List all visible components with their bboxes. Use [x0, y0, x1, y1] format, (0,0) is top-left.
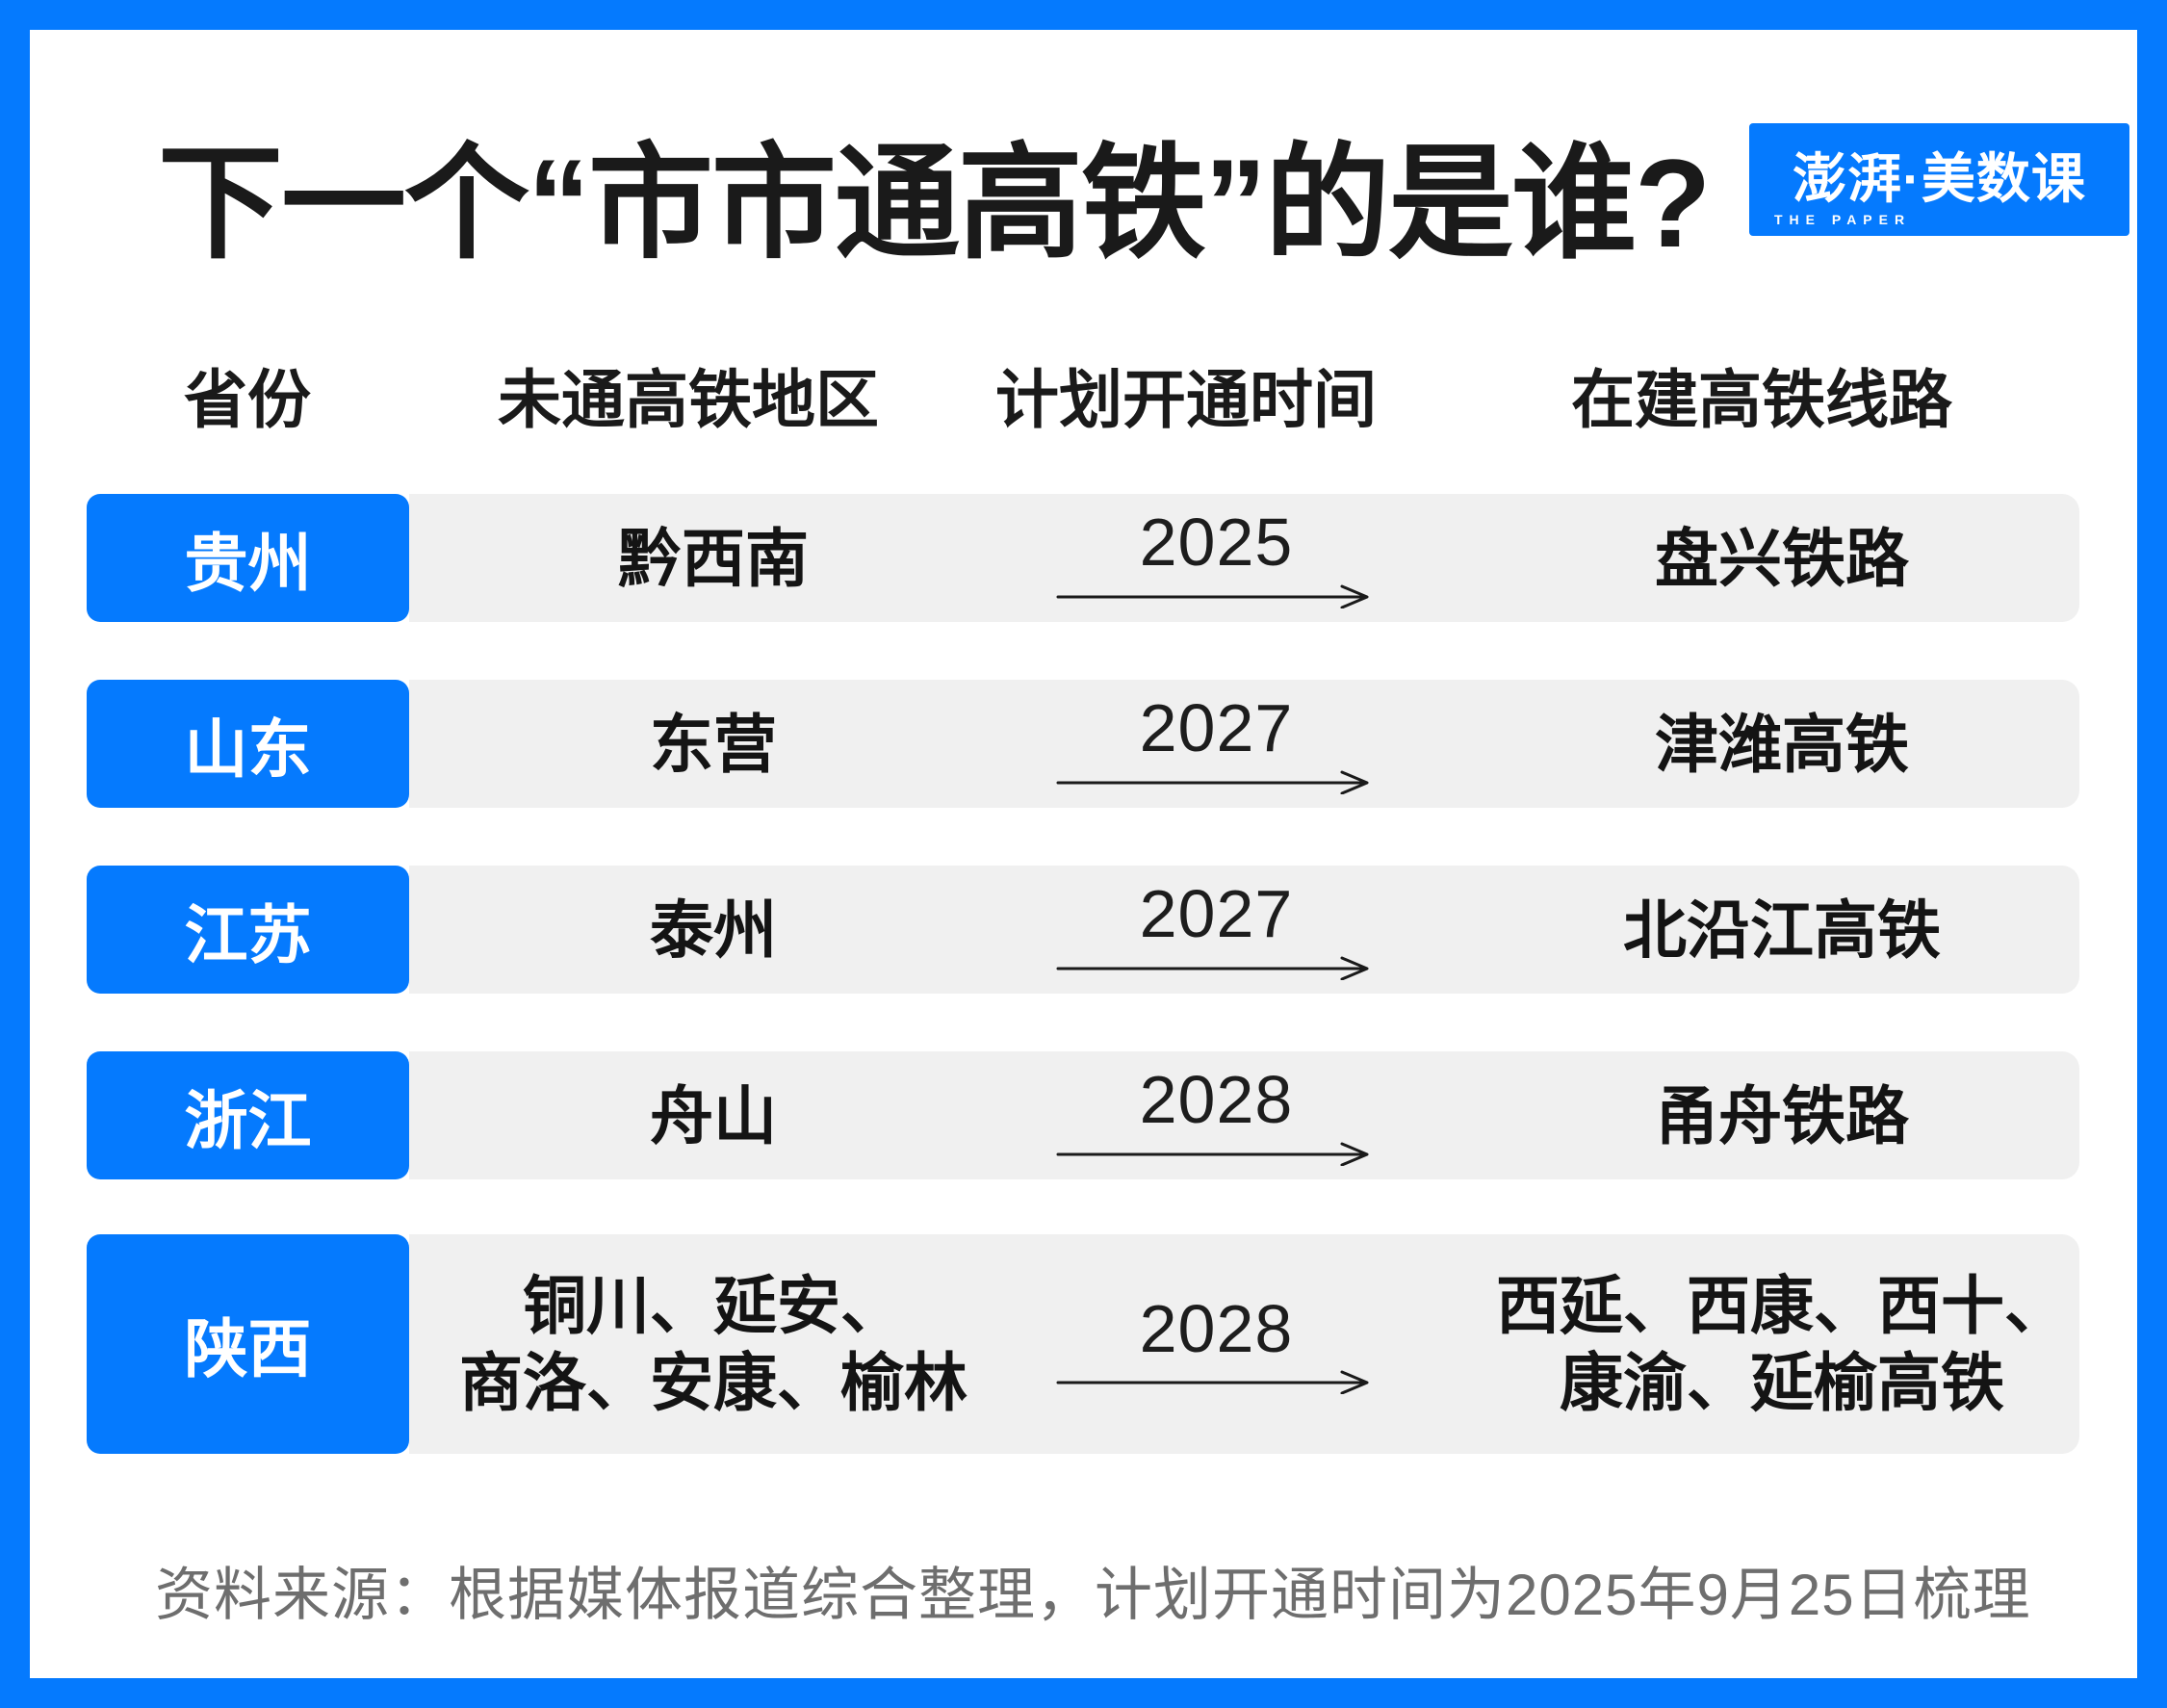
table-row: [409, 1234, 2079, 1454]
cell-lines: 北沿江高铁: [1623, 893, 1941, 966]
cell-year: 2027: [1031, 680, 1402, 808]
province-badge: 陕西: [87, 1234, 409, 1454]
cell-year: 2025: [1031, 494, 1402, 622]
right-arrow-icon: [1056, 770, 1369, 794]
column-header-year: 计划开通时间: [995, 364, 1377, 435]
year-value: 2028: [1139, 1062, 1294, 1138]
cell-year: 2027: [1031, 866, 1402, 994]
column-header-province: 省份: [184, 364, 311, 435]
right-arrow-icon: [1056, 956, 1369, 980]
infographic-canvas: 下一个“市市通高铁”的是谁? 澎湃·美数课 THE PAPER 省份 未通高铁地…: [30, 30, 2137, 1678]
province-badge: 浙江: [87, 1051, 409, 1179]
table-row: [409, 1051, 2079, 1179]
cell-regions: 黔西南: [618, 522, 809, 594]
right-arrow-icon: [1056, 1370, 1369, 1395]
province-badge: 贵州: [87, 494, 409, 622]
publisher-logo-subtext: THE PAPER: [1774, 212, 1912, 227]
table-row: [409, 866, 2079, 994]
publisher-logo: 澎湃·美数课 THE PAPER: [1749, 123, 2129, 236]
page-title: 下一个“市市通高铁”的是谁?: [158, 133, 1711, 273]
province-badge: 山东: [87, 680, 409, 808]
source-note: 资料来源：根据媒体报道综合整理，计划开通时间为2025年9月25日梳理: [155, 1563, 2031, 1627]
cell-lines: 盘兴铁路: [1655, 522, 1909, 594]
province-badge: 江苏: [87, 866, 409, 994]
cell-lines: 西延、西康、西十、 康渝、延榆高铁: [1496, 1270, 2068, 1418]
cell-regions: 铜川、延安、 商洛、安康、榆林: [459, 1270, 967, 1418]
column-header-lines: 在建高铁线路: [1571, 364, 1952, 435]
cell-year: 2028: [1031, 1051, 1402, 1179]
year-value: 2025: [1139, 505, 1294, 581]
right-arrow-icon: [1056, 1142, 1369, 1166]
year-value: 2027: [1139, 690, 1294, 766]
year-value: 2028: [1139, 1290, 1294, 1366]
publisher-logo-text: 澎湃·美数课: [1793, 148, 2086, 209]
table-row: [409, 680, 2079, 808]
cell-year: 2028: [1031, 1234, 1402, 1454]
year-value: 2027: [1139, 876, 1294, 952]
cell-regions: 东营: [650, 708, 777, 780]
cell-regions: 泰州: [650, 893, 777, 966]
cell-lines: 甬舟铁路: [1655, 1079, 1909, 1152]
cell-regions: 舟山: [650, 1079, 777, 1152]
column-header-regions: 未通高铁地区: [498, 364, 879, 435]
cell-lines: 津潍高铁: [1655, 708, 1909, 780]
right-arrow-icon: [1056, 584, 1369, 608]
table-row: [409, 494, 2079, 622]
